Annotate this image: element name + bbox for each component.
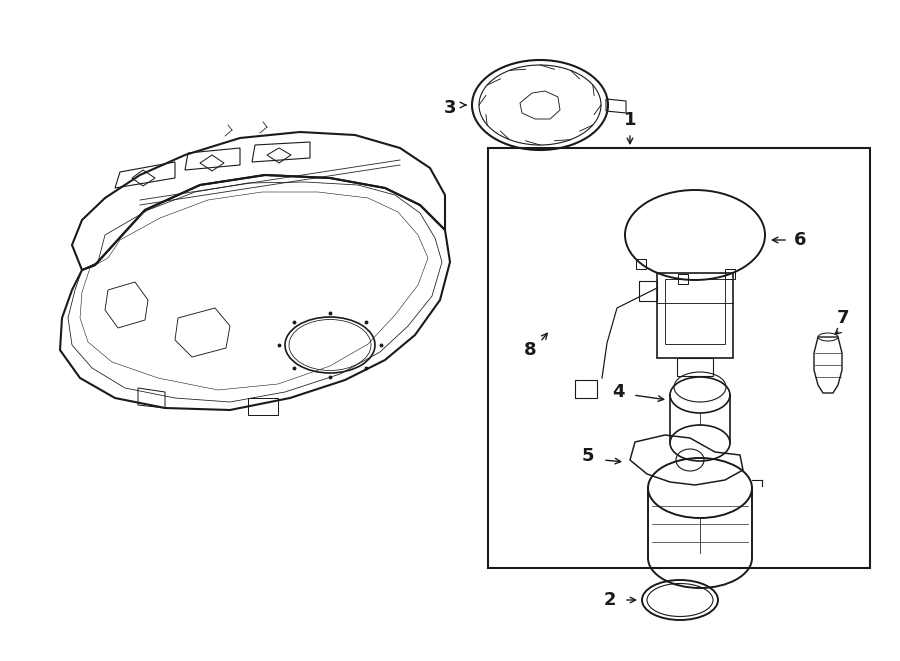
Text: 6: 6	[794, 231, 806, 249]
Text: 4: 4	[612, 383, 625, 401]
Bar	[678, 274, 688, 284]
Bar	[575, 380, 597, 398]
Text: 2: 2	[604, 591, 617, 609]
Text: 8: 8	[524, 341, 536, 359]
Text: 7: 7	[837, 309, 850, 327]
Text: 1: 1	[624, 111, 636, 129]
Bar	[665, 279, 725, 344]
Bar	[657, 273, 733, 358]
Bar	[677, 358, 713, 376]
Text: 3: 3	[444, 99, 456, 117]
Bar	[488, 148, 870, 568]
Text: 5: 5	[581, 447, 594, 465]
Bar	[725, 269, 735, 279]
Bar	[636, 259, 646, 269]
